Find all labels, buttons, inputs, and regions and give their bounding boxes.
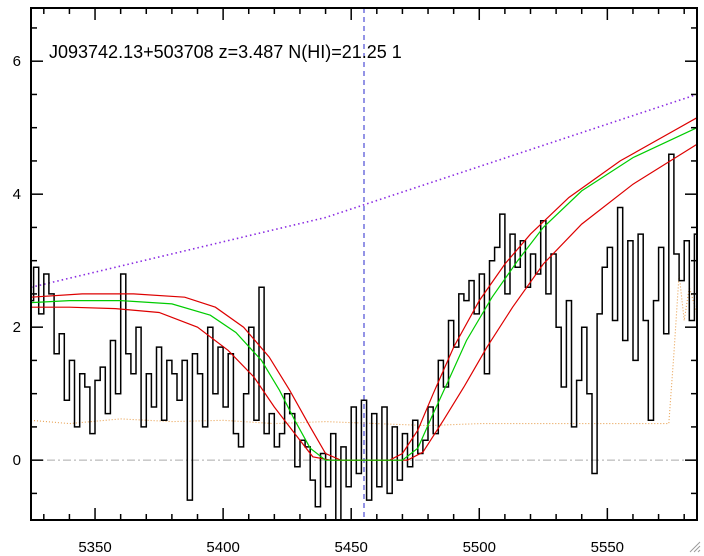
y-tick-label: 4 — [13, 186, 21, 203]
chart-title: J093742.13+503708 z=3.487 N(HI)=21.25 1 — [49, 42, 402, 62]
axis-layer: 5350 5400 5450 5500 5550 0 2 4 6 — [13, 7, 701, 556]
x-tick-label: 5400 — [206, 539, 239, 556]
x-tick-label: 5450 — [335, 539, 368, 556]
x-tick-label: 5550 — [591, 539, 624, 556]
error-series — [30, 273, 698, 427]
x-tick-label: 5350 — [78, 539, 111, 556]
y-tick-label: 6 — [13, 53, 21, 70]
y-tick-label: 0 — [13, 452, 21, 469]
plot-frame — [30, 7, 698, 521]
flux-series — [31, 153, 697, 521]
continuum-series — [30, 93, 698, 289]
series-layer — [30, 8, 698, 521]
y-tick-label: 2 — [13, 319, 21, 336]
resize-grip-icon — [689, 541, 701, 553]
x-tick-label: 5500 — [463, 539, 496, 556]
fit-series — [30, 127, 698, 461]
